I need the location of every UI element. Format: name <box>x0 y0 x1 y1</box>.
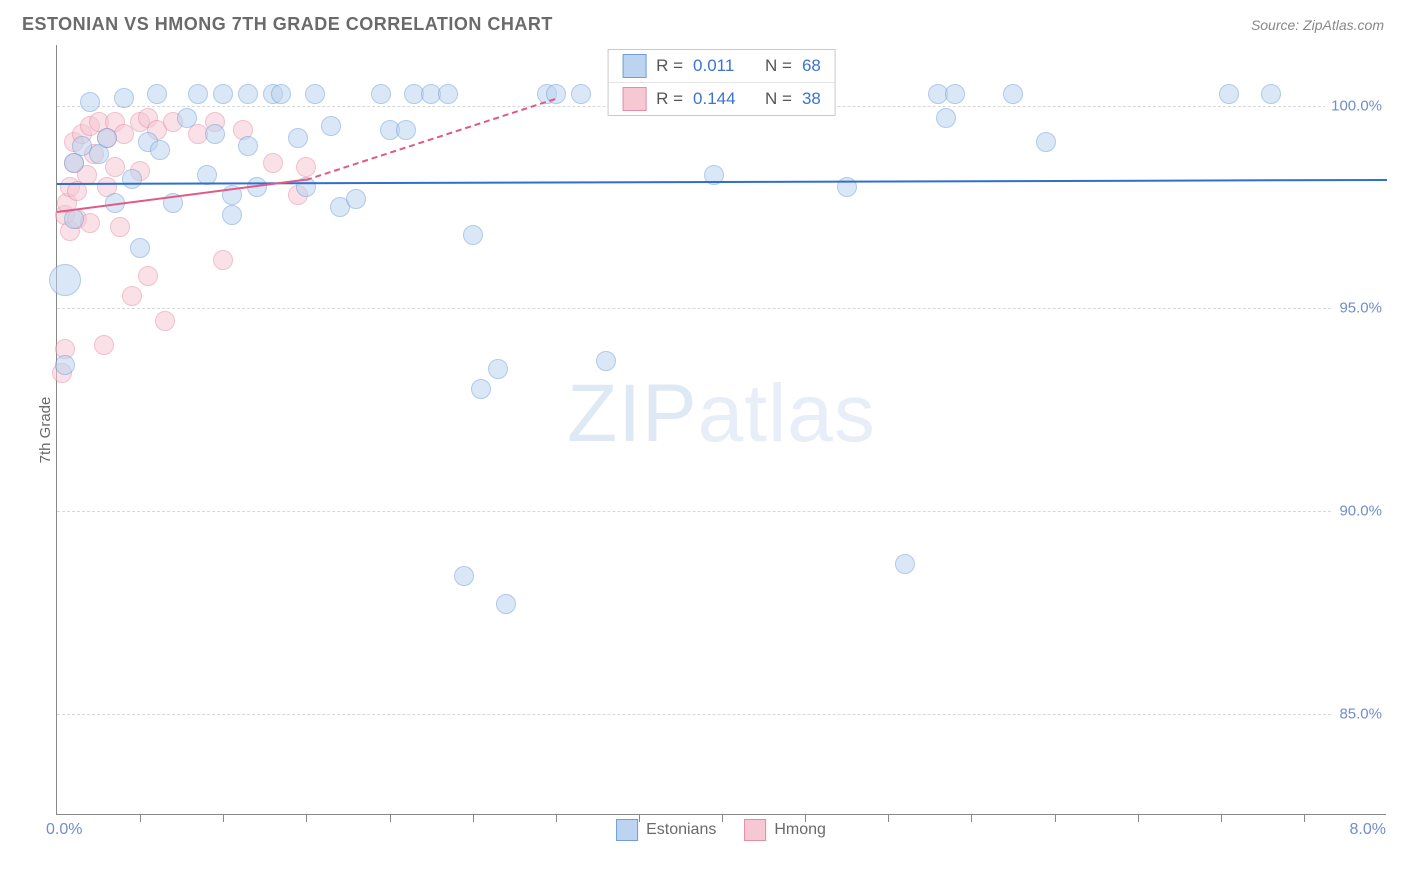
estonians-point <box>438 84 458 104</box>
legend-item-estonians: Estonians <box>616 819 716 841</box>
y-tick-label: 95.0% <box>1333 300 1388 317</box>
x-axis-row: 0.0% Estonians Hmong 8.0% <box>56 815 1386 845</box>
estonians-point <box>80 92 100 112</box>
legend-swatch-icon <box>744 819 766 841</box>
legend-label: Hmong <box>774 821 826 838</box>
estonians-point <box>177 108 197 128</box>
estonians-point <box>188 84 208 104</box>
estonians-point <box>1003 84 1023 104</box>
estonians-point <box>1036 132 1056 152</box>
estonians-point <box>238 84 258 104</box>
estonians-point <box>571 84 591 104</box>
n-value-hmong: 38 <box>802 89 821 109</box>
n-equals: N = <box>765 56 792 76</box>
estonians-point <box>496 594 516 614</box>
source-value: ZipAtlas.com <box>1303 17 1384 33</box>
chart-title: ESTONIAN VS HMONG 7TH GRADE CORRELATION … <box>22 14 553 35</box>
estonians-point <box>454 566 474 586</box>
estonians-point <box>130 238 150 258</box>
watermark: ZIPatlas <box>567 367 876 461</box>
estonians-point <box>596 351 616 371</box>
x-max-label: 8.0% <box>1350 821 1386 839</box>
gridline <box>57 511 1386 512</box>
source-prefix: Source: <box>1251 17 1303 33</box>
estonians-point <box>271 84 291 104</box>
estonians-point <box>64 209 84 229</box>
n-value-estonians: 68 <box>802 56 821 76</box>
estonians-point <box>97 128 117 148</box>
watermark-light: atlas <box>698 368 876 459</box>
hmong-point <box>296 157 316 177</box>
estonians-point <box>49 264 81 296</box>
estonians-point <box>321 116 341 136</box>
hmong-point <box>263 153 283 173</box>
legend-row-estonians: R = 0.011 N = 68 <box>608 50 835 82</box>
x-min-label: 0.0% <box>46 821 82 839</box>
y-tick-label: 85.0% <box>1333 705 1388 722</box>
r-equals: R = <box>656 89 683 109</box>
estonians-point <box>945 84 965 104</box>
estonians-point <box>488 359 508 379</box>
estonians-point <box>371 84 391 104</box>
legend-swatch-hmong <box>622 87 646 111</box>
estonians-point <box>222 205 242 225</box>
hmong-point <box>213 250 233 270</box>
y-tick-label: 100.0% <box>1325 97 1388 114</box>
estonians-point <box>55 355 75 375</box>
estonians-point <box>147 84 167 104</box>
series-legend: Estonians Hmong <box>616 819 826 841</box>
estonians-point <box>288 128 308 148</box>
hmong-point <box>122 286 142 306</box>
plot-area: ZIPatlas R = 0.011 N = 68 R = 0.144 N = … <box>56 45 1386 815</box>
legend-row-hmong: R = 0.144 N = 38 <box>608 82 835 115</box>
estonians-point <box>471 379 491 399</box>
estonians-point <box>205 124 225 144</box>
gridline <box>57 308 1386 309</box>
y-axis-label: 7th Grade <box>37 397 54 464</box>
n-equals: N = <box>765 89 792 109</box>
estonians-point <box>114 88 134 108</box>
legend-label: Estonians <box>646 821 716 838</box>
r-value-hmong: 0.144 <box>693 89 747 109</box>
estonians-point <box>213 84 233 104</box>
legend-item-hmong: Hmong <box>744 819 826 841</box>
y-tick-label: 90.0% <box>1333 503 1388 520</box>
hmong-point <box>155 311 175 331</box>
hmong-point <box>110 217 130 237</box>
hmong-point <box>114 124 134 144</box>
estonians-point <box>936 108 956 128</box>
chart-source: Source: ZipAtlas.com <box>1251 17 1384 33</box>
legend-swatch-icon <box>616 819 638 841</box>
hmong-trend-extrapolated <box>306 98 556 181</box>
legend-swatch-estonians <box>622 54 646 78</box>
estonians-point <box>895 554 915 574</box>
correlation-legend: R = 0.011 N = 68 R = 0.144 N = 38 <box>607 49 836 116</box>
estonians-point <box>1219 84 1239 104</box>
estonians-point <box>150 140 170 160</box>
estonians-point <box>396 120 416 140</box>
estonians-point <box>238 136 258 156</box>
r-equals: R = <box>656 56 683 76</box>
estonians-point <box>1261 84 1281 104</box>
estonians-point <box>346 189 366 209</box>
hmong-point <box>138 266 158 286</box>
watermark-strong: ZIP <box>567 368 698 459</box>
estonians-point <box>122 169 142 189</box>
chart-header: ESTONIAN VS HMONG 7TH GRADE CORRELATION … <box>0 0 1406 45</box>
estonians-point <box>305 84 325 104</box>
gridline <box>57 714 1386 715</box>
estonians-point <box>463 225 483 245</box>
hmong-point <box>94 335 114 355</box>
chart-area: 7th Grade ZIPatlas R = 0.011 N = 68 R = … <box>56 45 1386 815</box>
r-value-estonians: 0.011 <box>693 56 747 76</box>
